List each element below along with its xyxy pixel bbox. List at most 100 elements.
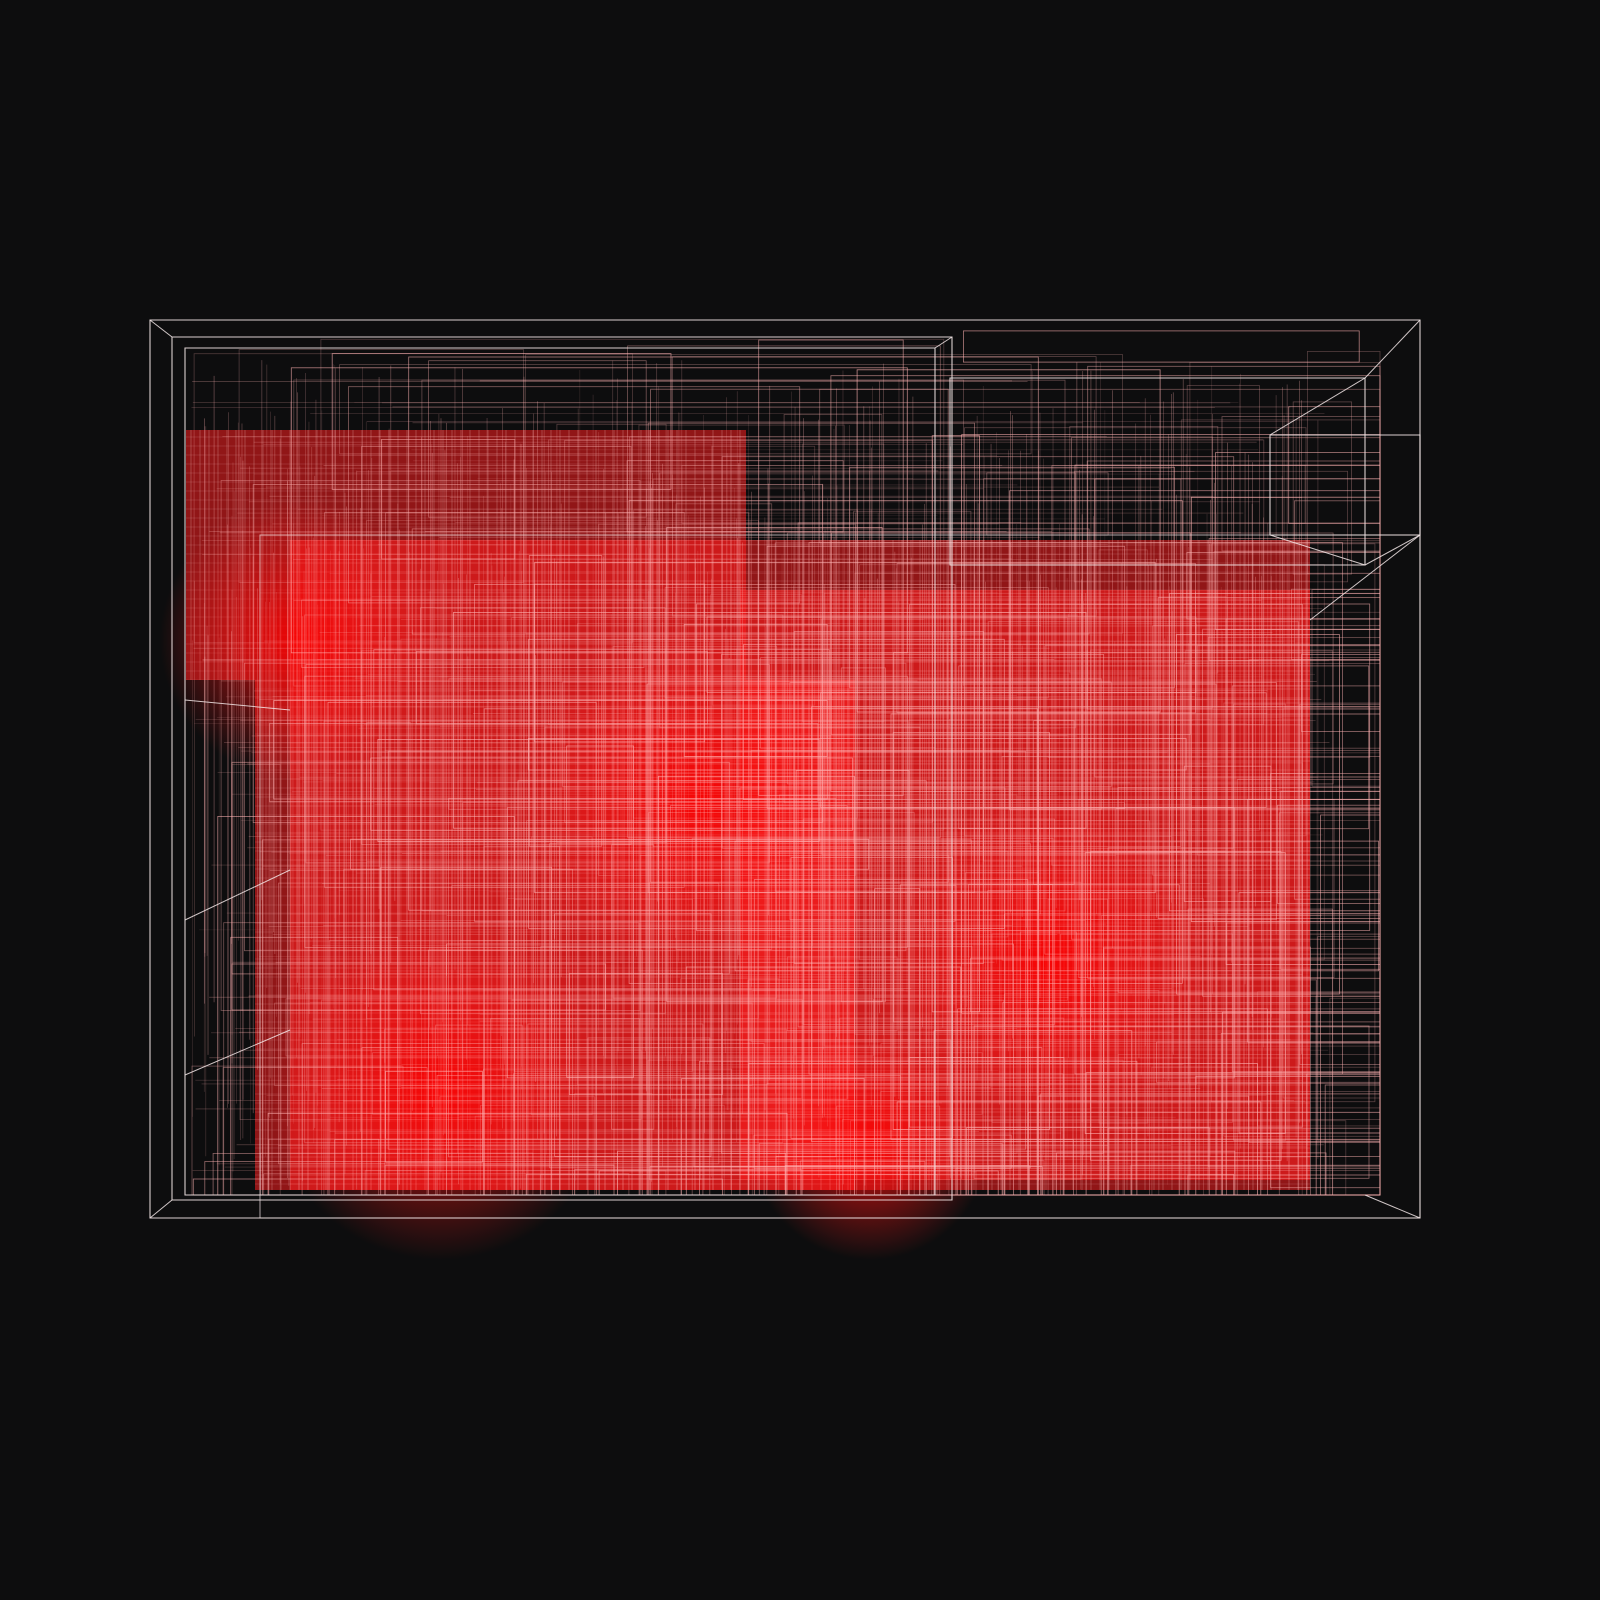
wire-box [193,353,633,644]
wire-box [448,678,1102,810]
wire-box [659,472,1077,729]
wire-box [786,532,1334,785]
perspective-edge [184,1029,291,1076]
wire-box [931,435,980,1013]
wire-box [408,356,1039,911]
wire-box [549,843,1032,1169]
wire-box [789,682,1277,920]
wire-box [1073,470,1349,583]
perspective-edge [184,869,291,921]
wire-box [766,545,1126,809]
wire-box [1211,543,1376,1103]
wire-box [506,807,1235,1079]
wire-box [973,1025,1370,1179]
wire-box [231,963,606,1011]
wire-line-layer [191,330,1381,1196]
wire-box [556,423,667,843]
wire-box [1292,401,1352,575]
wire-box [366,520,759,1019]
wire-box [528,555,603,847]
perspective-edge [184,699,291,711]
wire-box [381,438,516,560]
perspective-edge [149,319,173,338]
wire-box [1233,703,1287,1141]
wire-box [238,349,525,583]
wire-box [958,665,1370,830]
wire-box [683,624,828,757]
perspective-edge [1364,1194,1421,1219]
wire-box [569,972,723,1095]
wire-box [428,360,647,518]
wire-box [626,460,844,533]
wire-box [324,512,685,888]
wire-box [377,739,820,842]
wire-box [849,466,1175,689]
wire-box [629,436,1213,709]
inner-wire-frame [259,534,1421,1219]
wire-box [963,330,1360,363]
wire-box [786,956,898,1032]
wire-box [1221,416,1381,552]
wire-box [968,884,1054,1196]
wire-box [285,998,874,1057]
wire-box [611,844,655,1130]
wire-box [831,532,1191,736]
wire-box [576,623,1197,1086]
wire-box [528,638,1005,929]
wire-box [350,838,870,870]
wire-box [420,607,666,1015]
wire-box [220,479,641,1011]
wire-box [290,367,908,654]
wire-box [991,933,1233,1123]
wire-box [304,614,784,1144]
wire-box [840,667,886,1003]
outer-wire-frame [184,347,936,1196]
wire-box [274,1002,753,1086]
wire-box [447,798,837,1158]
wire-box [277,882,720,1165]
wire-box [525,354,1124,634]
red-hotspot [160,500,440,780]
wire-box [758,339,904,796]
wire-box [664,587,1049,699]
wire-box [666,527,883,1003]
outer-frame-layer [149,319,1421,1219]
wire-box [672,356,1097,617]
wire-box [721,654,1105,1154]
wire-box [670,805,848,1100]
wire-box [793,631,984,964]
perspective-edge [1364,319,1421,379]
perspective-edge [149,1199,173,1219]
wire-box [802,443,885,723]
wire-box [421,379,1066,912]
wire-box [802,818,1056,1025]
wire-box [339,364,1032,455]
wire-box [347,386,801,604]
wire-box [372,1052,983,1115]
perspective-edge [1364,534,1421,566]
wire-box [909,604,1303,1128]
wire-box [1069,426,1219,674]
wire-box [675,503,773,950]
wire-box [774,542,1012,892]
wire-box [853,510,972,844]
wire-box [1307,350,1381,574]
wire-box [527,738,1187,771]
wire-box [650,388,949,883]
red-hotspot [270,920,610,1260]
wire-box [530,836,593,1116]
wire-box [856,369,1161,713]
wire-box [734,840,1379,972]
wire-box [452,612,1087,829]
wire-box [273,700,828,800]
wire-box [1187,1174,1381,1196]
wire-box [986,472,1109,536]
wire-box [598,523,856,877]
wire-box [239,1049,642,1120]
wire-box [305,664,770,864]
wire-box [252,484,824,824]
wire-box [949,718,1211,1157]
perspective-edge [1269,377,1366,436]
